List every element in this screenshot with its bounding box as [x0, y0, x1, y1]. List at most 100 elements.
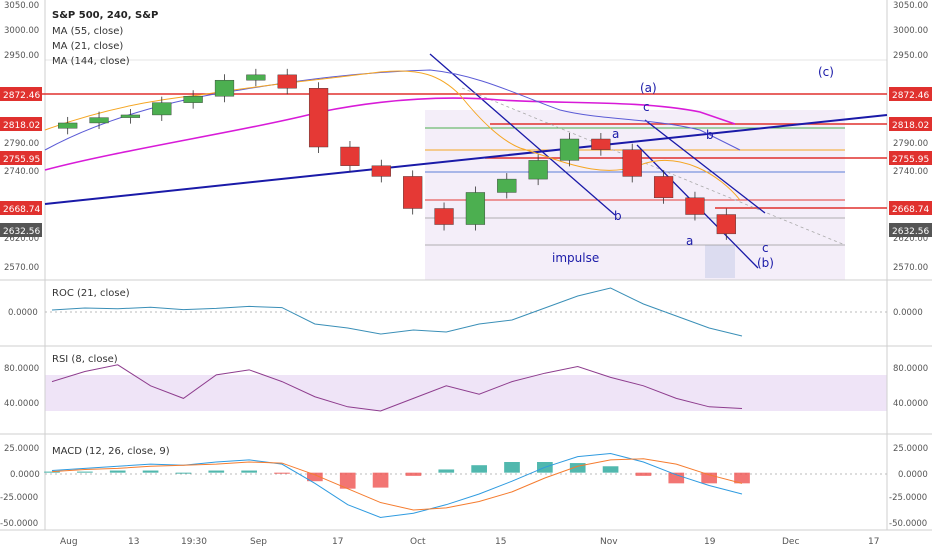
rsi-tick: 40.0000 — [4, 399, 39, 409]
price-badge-right[interactable] — [889, 201, 932, 215]
candle-body — [685, 197, 705, 215]
macd-histogram-bar — [569, 463, 586, 473]
macd-title: MACD (12, 26, close, 9) — [52, 446, 170, 457]
roc-title: ROC (21, close) — [52, 288, 130, 299]
macd-tick: -50.0000 — [0, 519, 38, 529]
x-tick: Sep — [250, 537, 267, 547]
legend-ma144: MA (144, close) — [52, 56, 130, 67]
price-tick: 2950.00 — [4, 51, 39, 61]
macd-tick: 0.0000 — [898, 470, 928, 480]
price-badge-right[interactable] — [889, 87, 932, 101]
wave-label-a-mid: a — [612, 127, 619, 141]
price-tick-right: 2570.00 — [893, 263, 928, 273]
price-badge[interactable] — [0, 223, 42, 237]
candle-body — [591, 138, 611, 150]
wave-label-b-mid: b — [706, 128, 714, 142]
legend-ma55: MA (55, close) — [52, 26, 123, 37]
x-tick: 13 — [128, 537, 139, 547]
candle-body — [465, 192, 486, 225]
macd-histogram-bar — [438, 469, 455, 473]
wave-label-a-upper: (a) — [640, 81, 657, 95]
price-badge-label: 2755.95 — [892, 155, 929, 165]
x-tick: Aug — [60, 537, 78, 547]
candle-body — [308, 88, 329, 148]
rsi-tick: 80.0000 — [893, 364, 928, 374]
candle-body — [716, 214, 736, 235]
macd-histogram-bar — [668, 472, 685, 484]
channel-midline — [461, 87, 846, 246]
channel-line-1[interactable] — [429, 53, 616, 216]
price-tick-right: 3050.00 — [893, 1, 928, 11]
legend-ma21: MA (21, close) — [52, 41, 123, 52]
price-badge-right[interactable] — [889, 151, 932, 165]
x-tick: Nov — [600, 537, 618, 547]
price-badge-label: 2818.02 — [892, 121, 929, 131]
price-badge[interactable] — [0, 117, 42, 131]
macd-histogram-bar — [602, 466, 619, 473]
long-trendline[interactable] — [44, 114, 888, 205]
candle-body — [559, 138, 580, 161]
shaded-region — [425, 110, 845, 280]
macd-histogram-bar — [175, 472, 192, 474]
macd-histogram-bar — [701, 472, 717, 484]
price-badge-label: 2872.46 — [3, 91, 40, 101]
chart-title: S&P 500, 240, S&P — [52, 10, 158, 21]
macd-histogram-bar — [307, 472, 323, 482]
price-badge-right[interactable] — [889, 223, 932, 237]
candle-body — [653, 176, 674, 199]
price-tick-right: 2740.00 — [893, 167, 928, 177]
macd-tick: 0.0000 — [10, 470, 40, 480]
rsi-title: RSI (8, close) — [52, 354, 118, 365]
rsi-band — [45, 375, 887, 411]
macd-tick: 25.0000 — [893, 444, 928, 454]
price-tick: 2790.00 — [4, 139, 39, 149]
ma144-line — [44, 97, 736, 171]
candle-body — [246, 74, 266, 81]
price-badge[interactable] — [0, 201, 42, 215]
candle-body — [403, 176, 423, 209]
channel-line-2[interactable] — [644, 119, 766, 214]
price-tick: 2570.00 — [4, 263, 39, 273]
x-tick: Dec — [782, 537, 799, 547]
macd-tick: -50.0000 — [889, 519, 927, 529]
highlight-box — [705, 245, 735, 278]
price-badge-label: 2632.56 — [892, 227, 929, 237]
x-tick: 15 — [495, 537, 506, 547]
price-tick-right: 3000.00 — [893, 26, 928, 36]
x-tick: 19 — [704, 537, 716, 547]
macd-histogram-bar — [734, 472, 750, 484]
price-tick: 2740.00 — [4, 167, 39, 177]
wave-label-a-low: a — [686, 234, 693, 248]
price-badge[interactable] — [0, 87, 42, 101]
price-badge-right[interactable] — [889, 117, 932, 131]
roc-line — [51, 287, 743, 337]
macd-histogram-bar — [339, 472, 356, 489]
candle-body — [371, 165, 391, 177]
price-badge-label: 2632.56 — [3, 227, 40, 237]
rsi-tick: 80.0000 — [4, 364, 39, 374]
macd-tick: -25.0000 — [0, 493, 38, 503]
candle-body — [214, 79, 235, 97]
wave-label-b-low: b — [614, 209, 622, 223]
candle-body — [340, 146, 360, 166]
macd-histogram-bar — [77, 471, 93, 473]
macd-histogram-bar — [504, 462, 520, 473]
price-badge[interactable] — [0, 151, 42, 165]
candle-body — [58, 122, 78, 129]
x-tick: 17 — [332, 537, 343, 547]
wave-label-c-low: c — [762, 241, 769, 255]
x-tick: Oct — [410, 537, 426, 547]
candle-body — [497, 178, 517, 193]
macd-histogram-bar — [109, 470, 126, 473]
roc-tick: 0.0000 — [8, 308, 38, 318]
price-badge-label: 2818.02 — [3, 121, 40, 131]
roc-panel[interactable] — [45, 290, 887, 344]
macd-histogram-bar — [471, 465, 487, 473]
macd-histogram-bar — [241, 470, 257, 473]
macd-histogram-bar — [208, 470, 225, 473]
price-tick: 3000.00 — [4, 26, 39, 36]
wave-label-b-lower: (b) — [757, 256, 774, 270]
signal-line — [51, 458, 743, 511]
